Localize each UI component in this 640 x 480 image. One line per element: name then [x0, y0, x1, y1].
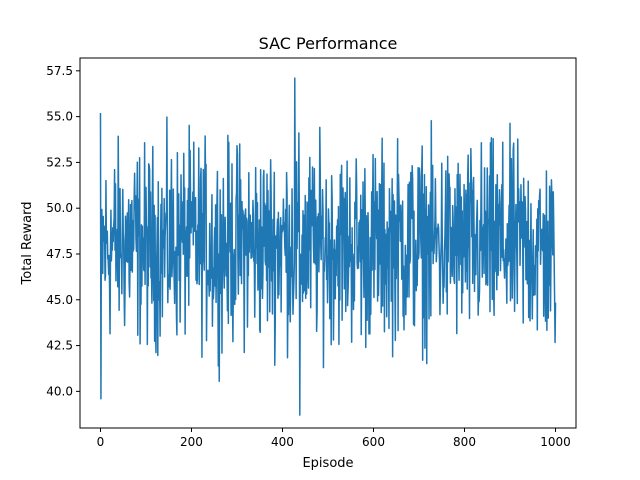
y-tick-label: 40.0 — [46, 384, 73, 398]
x-tick-label: 400 — [271, 435, 294, 449]
axes-frame — [79, 57, 577, 429]
y-tick-label: 45.0 — [46, 293, 73, 307]
x-tick-label: 0 — [97, 435, 105, 449]
y-axis-label: Total Reward — [20, 202, 35, 286]
y-tick-label: 42.5 — [46, 339, 73, 353]
y-tick-label: 57.5 — [46, 64, 73, 78]
y-tick-label: 55.0 — [46, 110, 73, 124]
x-axis-label: Episode — [302, 456, 353, 471]
x-tick-label: 1000 — [540, 435, 571, 449]
x-tick-label: 800 — [453, 435, 476, 449]
y-tick-label: 50.0 — [46, 201, 73, 215]
x-tick-label: 200 — [180, 435, 203, 449]
y-axis-ticks: 40.0 42.5 45.0 47.5 50.0 52.5 55.0 57.5 — [46, 64, 80, 398]
reward-series-line — [99, 77, 557, 416]
chart-title: SAC Performance — [259, 34, 398, 53]
y-tick-label: 52.5 — [46, 155, 73, 169]
x-axis-ticks: 0 200 400 600 800 1000 — [97, 428, 571, 449]
reward-series-polyline — [99, 77, 557, 416]
y-tick-label: 47.5 — [46, 247, 73, 261]
x-tick-label: 600 — [362, 435, 385, 449]
